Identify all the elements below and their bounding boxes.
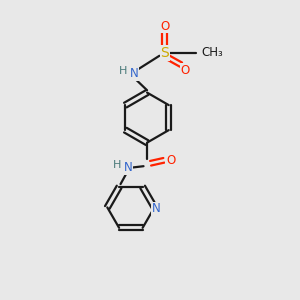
Text: N: N (152, 202, 160, 215)
Text: O: O (181, 64, 190, 77)
Text: N: N (129, 67, 138, 80)
Text: N: N (124, 161, 133, 174)
Text: S: S (160, 46, 169, 60)
Text: H: H (118, 66, 127, 76)
Text: O: O (166, 154, 175, 167)
Text: CH₃: CH₃ (202, 46, 223, 59)
Text: O: O (160, 20, 169, 33)
Text: H: H (113, 160, 121, 170)
